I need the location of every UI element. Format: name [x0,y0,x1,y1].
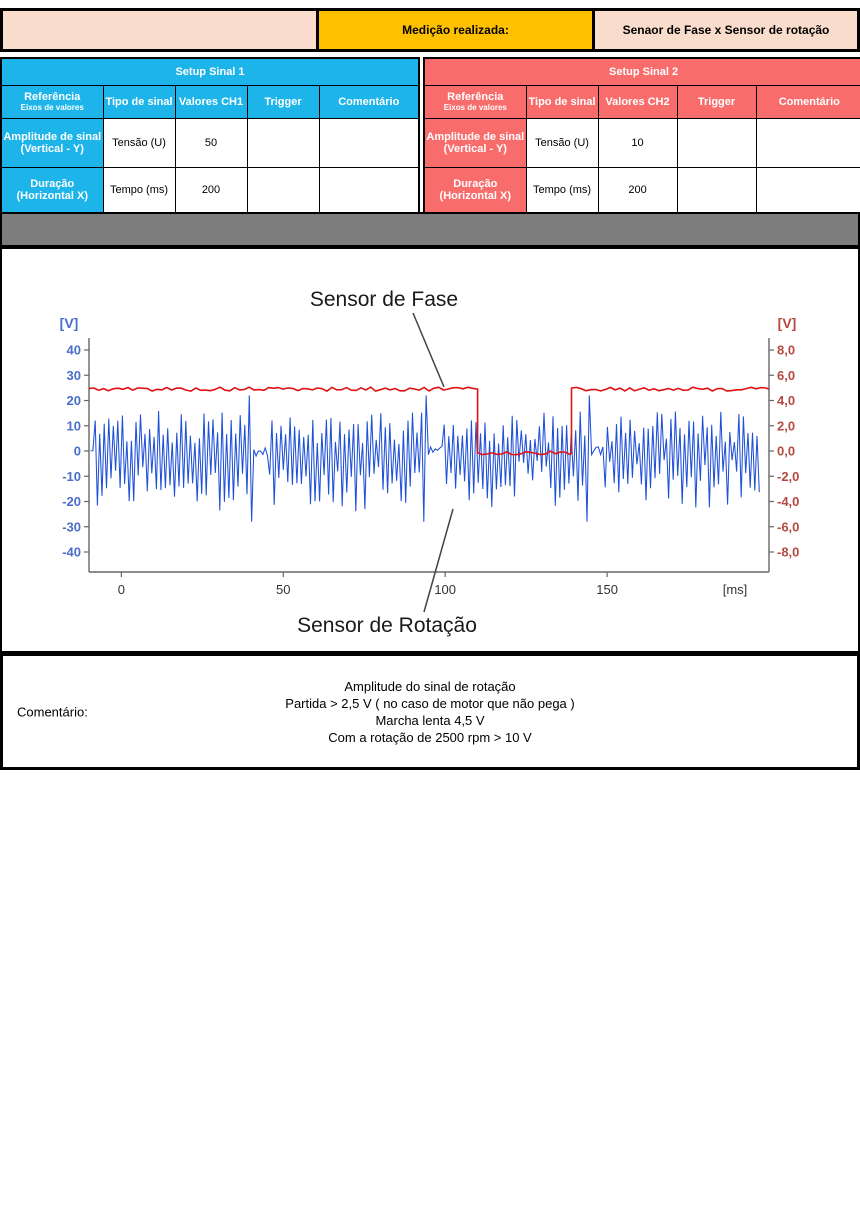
setup2-duracao-valor: 200 [597,166,678,214]
setup1-amplitude-trigger [246,117,320,168]
svg-text:0: 0 [74,444,81,459]
comment-line: Amplitude do sinal de rotação [344,678,516,694]
setup1-amplitude-ref: Amplitude de sinal (Vertical - Y) [0,117,104,168]
svg-text:40: 40 [67,343,81,358]
svg-text:30: 30 [67,368,81,383]
header-blank-cell [3,11,319,49]
comment-line: Com a rotação de 2500 rpm > 10 V [328,729,532,745]
measurement-label: Medição realizada: [402,23,509,37]
col-header-sub: Eixos de valores [443,103,507,112]
setup2-title: Setup Sinal 2 [423,57,860,86]
svg-text:8,0: 8,0 [777,343,795,358]
chart-section: 40 8,0 30 6,0 20 4,0 10 2,0 0 0,0 -10 -2,0 -20 -4,0 -3… [0,247,860,653]
comment-text: Amplitude do sinal de rotação Partida > … [3,678,857,746]
setup1-duracao-ref: Duração (Horizontal X) [0,166,104,214]
setup2-col-comentario: Comentário [755,84,860,119]
setup1-col-valores-ch1: Valores CH1 [174,84,248,119]
svg-text:10: 10 [67,418,81,433]
svg-text:-4,0: -4,0 [777,494,799,509]
setup1-title: Setup Sinal 1 [0,57,420,86]
setup1-col-referencia: Referência Eixos de valores [0,84,104,119]
svg-text:[ms]: [ms] [723,582,748,597]
setup2-col-valores-ch2: Valores CH2 [597,84,678,119]
svg-text:[V]: [V] [60,315,79,331]
svg-text:-10: -10 [62,469,81,484]
comment-section: Comentário: Amplitude do sinal de rotaçã… [0,653,860,770]
col-header-main: Referência [24,91,81,103]
svg-text:6,0: 6,0 [777,368,795,383]
setup1-amplitude-tipo: Tensão (U) [102,117,176,168]
setup2-duracao-tipo: Tempo (ms) [525,166,599,214]
setup2-amplitude-tipo: Tensão (U) [525,117,599,168]
svg-text:Sensor de Fase: Sensor de Fase [310,288,458,311]
svg-text:2,0: 2,0 [777,418,795,433]
measurement-value-cell: Senaor de Fase x Sensor de rotação [595,11,857,49]
setup1-duracao-comentario [318,166,420,214]
setup2-duracao-trigger [676,166,757,214]
svg-text:Sensor de Rotação: Sensor de Rotação [297,614,477,637]
setup1-col-comentario: Comentário [318,84,420,119]
oscilloscope-chart: 40 8,0 30 6,0 20 4,0 10 2,0 0 0,0 -10 -2,0 -20 -4,0 -3… [47,260,819,642]
comment-line: Marcha lenta 4,5 V [375,712,485,728]
setup2-duracao-ref: Duração (Horizontal X) [423,166,527,214]
setup2-amplitude-comentario [755,117,860,168]
setup1-duracao-trigger [246,166,320,214]
measurement-value: Senaor de Fase x Sensor de rotação [622,23,830,37]
svg-text:20: 20 [67,393,81,408]
setup1-col-trigger: Trigger [246,84,320,119]
setup-table-channel2: Setup Sinal 2 Referência Eixos de valore… [423,57,860,214]
svg-text:150: 150 [596,582,618,597]
svg-text:0,0: 0,0 [777,444,795,459]
setup1-duracao-valor: 200 [174,166,248,214]
setup1-col-tipo: Tipo de sinal [102,84,176,119]
svg-text:[V]: [V] [778,315,797,331]
svg-text:4,0: 4,0 [777,393,795,408]
svg-text:-20: -20 [62,494,81,509]
svg-text:100: 100 [434,582,456,597]
title-bar: Medição realizada: Senaor de Fase x Sens… [0,8,860,52]
setup-table-channel1: Setup Sinal 1 Referência Eixos de valore… [0,57,421,214]
setup1-duracao-tipo: Tempo (ms) [102,166,176,214]
setup2-col-referencia: Referência Eixos de valores [423,84,527,119]
svg-text:-2,0: -2,0 [777,469,799,484]
svg-text:0: 0 [118,582,125,597]
setup2-col-tipo: Tipo de sinal [525,84,599,119]
separator-bar [0,212,860,247]
comment-line: Partida > 2,5 V ( no caso de motor que n… [285,695,575,711]
svg-text:-40: -40 [62,545,81,560]
comment-label: Comentário: [17,704,88,719]
setup2-col-trigger: Trigger [676,84,757,119]
setup1-amplitude-valor: 50 [174,117,248,168]
setup2-amplitude-valor: 10 [597,117,678,168]
setup2-duracao-comentario [755,166,860,214]
svg-text:-8,0: -8,0 [777,545,799,560]
setup2-amplitude-ref: Amplitude de sinal (Vertical - Y) [423,117,527,168]
col-header-sub: Eixos de valores [20,103,84,112]
col-header-main: Referência [447,91,504,103]
svg-text:-30: -30 [62,519,81,534]
setup2-amplitude-trigger [676,117,757,168]
setup1-amplitude-comentario [318,117,420,168]
measurement-label-cell: Medição realizada: [319,11,595,49]
setup-tables: Setup Sinal 1 Referência Eixos de valore… [0,57,860,214]
svg-text:50: 50 [276,582,290,597]
svg-text:-6,0: -6,0 [777,519,799,534]
